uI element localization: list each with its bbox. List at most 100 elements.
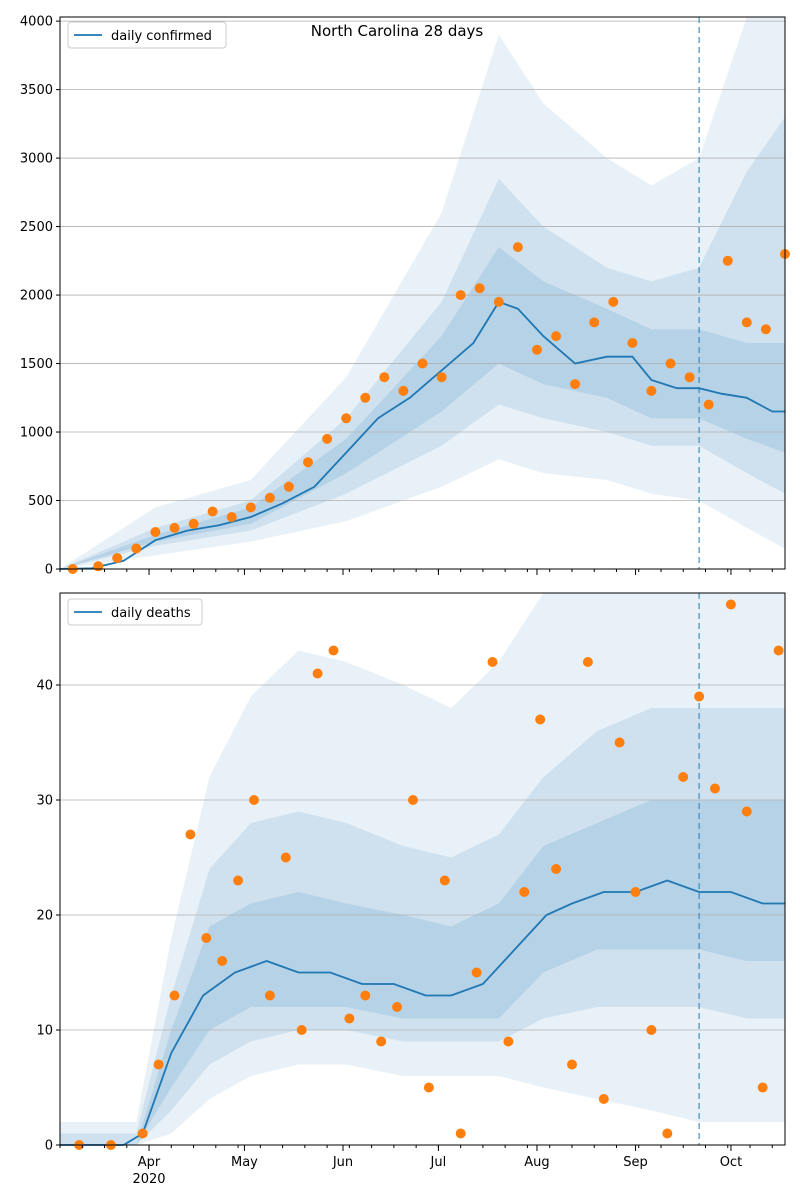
data-point [773, 645, 784, 656]
data-point [360, 392, 371, 403]
data-point [567, 1059, 577, 1070]
data-point [112, 553, 123, 563]
data-point [153, 1059, 164, 1070]
data-point [570, 379, 581, 390]
data-point [608, 296, 619, 307]
data-point [722, 255, 733, 266]
deaths-chart: 0 10 20 30 40 Apr 2020 May Jun Jul Aug Sep Oct dail… [36, 592, 786, 1187]
data-point [703, 399, 714, 410]
band-inner [60, 800, 785, 1145]
deaths-y-ticks: 0 10 20 30 40 [36, 679, 60, 1154]
data-point [551, 864, 562, 874]
legend-label-confirmed: daily confirmed [111, 29, 212, 44]
deaths-legend: daily deaths [67, 598, 203, 626]
data-point [471, 967, 482, 978]
axes-frame [59, 592, 786, 1146]
y-tick-label: 500 [28, 494, 53, 509]
data-point [532, 344, 542, 355]
data-point [436, 372, 447, 383]
data-point [233, 875, 244, 886]
data-point [760, 324, 771, 335]
data-point [757, 1082, 768, 1093]
y-tick-label: 4000 [20, 15, 53, 30]
x-tick-label: Apr [138, 1155, 161, 1170]
y-tick-label: 2000 [20, 289, 53, 304]
x-tick-label: Jun [332, 1155, 353, 1170]
confirmed-legend: daily confirmed [67, 21, 227, 49]
data-point [582, 657, 593, 667]
confirmed-point-series [67, 242, 790, 574]
data-point [741, 317, 752, 328]
data-point [322, 433, 333, 444]
data-point [376, 1036, 387, 1047]
data-point [150, 527, 161, 537]
confirmed-y-ticks: 0 500 1000 1500 2000 2500 3000 3500 4000 [20, 15, 60, 578]
confirmed-chart: 0 500 1000 1500 2000 2500 3000 3500 4000 daily c… [20, 15, 790, 578]
deaths-line-series [60, 879, 785, 1146]
data-point [131, 543, 142, 554]
band-outer [60, 17, 785, 569]
confirmed-gridlines [60, 20, 785, 501]
deaths-gridlines [60, 684, 785, 1031]
data-point [474, 283, 485, 294]
deaths-uncertainty-bands [60, 593, 785, 1145]
y-tick-label: 40 [36, 679, 53, 694]
data-point [93, 561, 104, 572]
data-point [398, 385, 409, 396]
data-point [455, 1128, 466, 1139]
data-point [296, 1025, 307, 1035]
legend-label-deaths: daily deaths [111, 606, 191, 621]
data-point [741, 806, 752, 817]
series-line [59, 300, 785, 570]
data-point [341, 413, 352, 424]
y-tick-label: 3000 [20, 152, 53, 167]
legend-box [67, 598, 203, 626]
axes-frame [59, 16, 786, 570]
data-point [551, 331, 562, 342]
confirmed-axes [59, 16, 786, 570]
series-line [60, 879, 785, 1146]
data-point [503, 1036, 514, 1047]
y-tick-label: 0 [45, 1139, 53, 1154]
data-point [188, 518, 199, 529]
x-tick-label: Sep [623, 1155, 648, 1170]
band-outer [60, 593, 785, 1145]
data-point [725, 599, 736, 610]
data-point [646, 1025, 657, 1035]
legend-box [67, 21, 227, 49]
x-tick-label: May [231, 1155, 258, 1170]
data-point [344, 1013, 355, 1024]
deaths-x-ticks: Apr 2020 May Jun Jul Aug Sep Oct [59, 1145, 773, 1187]
band-middle [60, 117, 785, 569]
data-point [535, 714, 546, 725]
data-point [303, 457, 313, 468]
data-point [169, 522, 180, 533]
data-point [207, 506, 218, 517]
data-point [630, 887, 641, 897]
data-point [264, 990, 275, 1001]
data-point [245, 502, 256, 513]
band-inner [60, 247, 785, 569]
data-point [360, 990, 371, 1001]
data-point [185, 829, 196, 840]
y-tick-label: 1000 [20, 426, 53, 441]
chart-title: North Carolina 28 days [311, 22, 484, 40]
data-point [201, 933, 212, 943]
data-point [312, 668, 323, 679]
confirmed-line-series [59, 300, 785, 570]
data-point [280, 852, 291, 863]
x-tick-label: Aug [524, 1155, 549, 1170]
x-tick-label: Jul [430, 1155, 447, 1170]
band-middle [60, 708, 785, 1145]
data-point [614, 737, 625, 748]
data-point [169, 990, 180, 1001]
x-year-label: 2020 [132, 1172, 165, 1187]
confirmed-uncertainty-bands [60, 17, 785, 569]
y-tick-label: 3500 [20, 83, 53, 98]
x-tick-label: Oct [720, 1155, 742, 1170]
data-point [455, 290, 466, 301]
data-point [665, 358, 676, 369]
deaths-axes [59, 592, 786, 1146]
data-point [283, 481, 294, 492]
